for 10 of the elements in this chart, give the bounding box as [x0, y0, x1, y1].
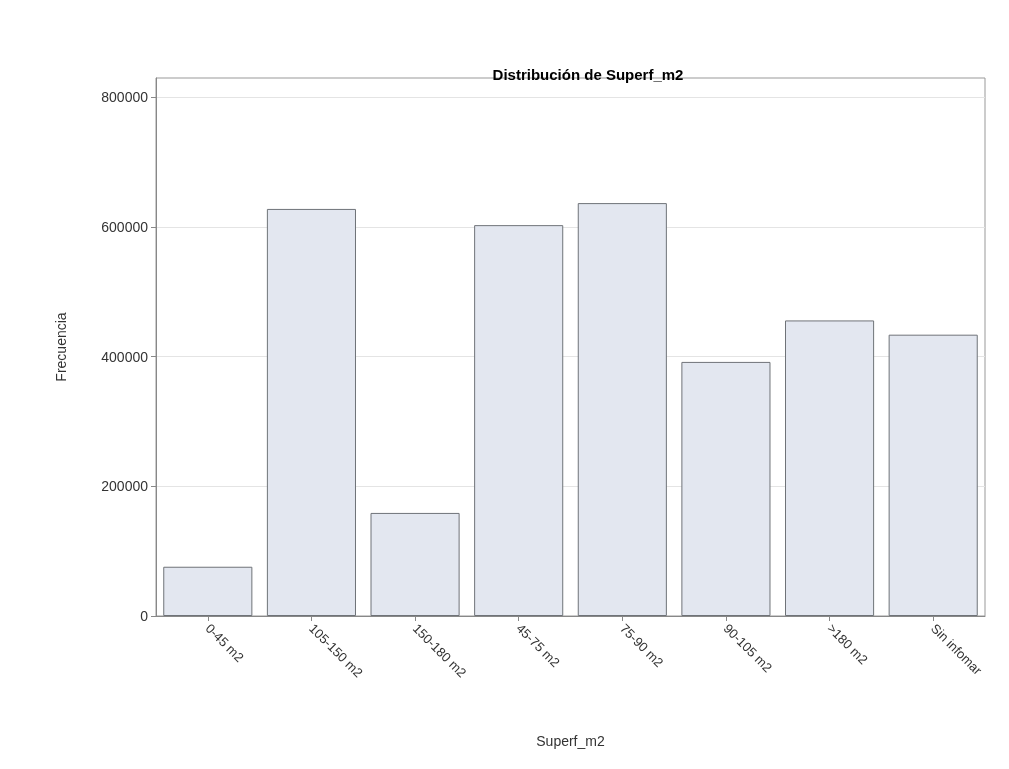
bar: [163, 566, 253, 616]
y-tick-label: 400000: [101, 348, 149, 365]
x-axis-title: Superf_m2: [536, 733, 605, 749]
y-tick-label: 200000: [101, 478, 149, 495]
y-tick-label: 0: [140, 608, 149, 624]
y-axis-title: Frecuencia: [53, 312, 69, 382]
chart-title: Distribución de Superf_m2: [492, 66, 684, 83]
bar: [370, 512, 460, 616]
y-tick-label: 800000: [101, 89, 149, 106]
y-tick-label: 600000: [101, 219, 149, 236]
